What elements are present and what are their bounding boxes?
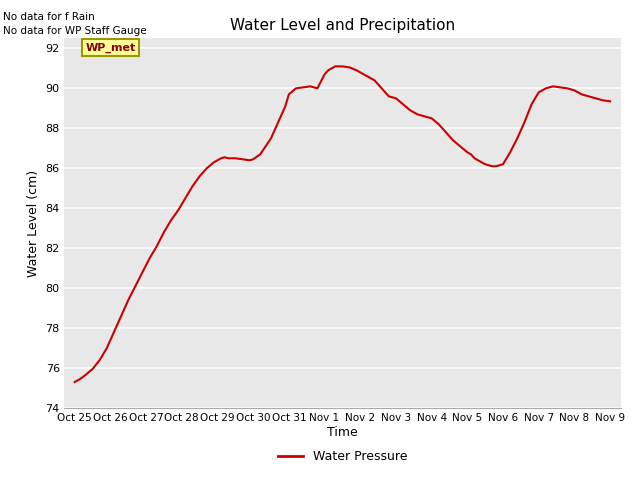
Legend: Water Pressure: Water Pressure — [273, 445, 412, 468]
Y-axis label: Water Level (cm): Water Level (cm) — [27, 169, 40, 277]
Text: No data for f Rain: No data for f Rain — [3, 12, 95, 22]
Title: Water Level and Precipitation: Water Level and Precipitation — [230, 18, 455, 33]
Text: WP_met: WP_met — [85, 42, 136, 52]
X-axis label: Time: Time — [327, 426, 358, 439]
Text: No data for WP Staff Gauge: No data for WP Staff Gauge — [3, 26, 147, 36]
